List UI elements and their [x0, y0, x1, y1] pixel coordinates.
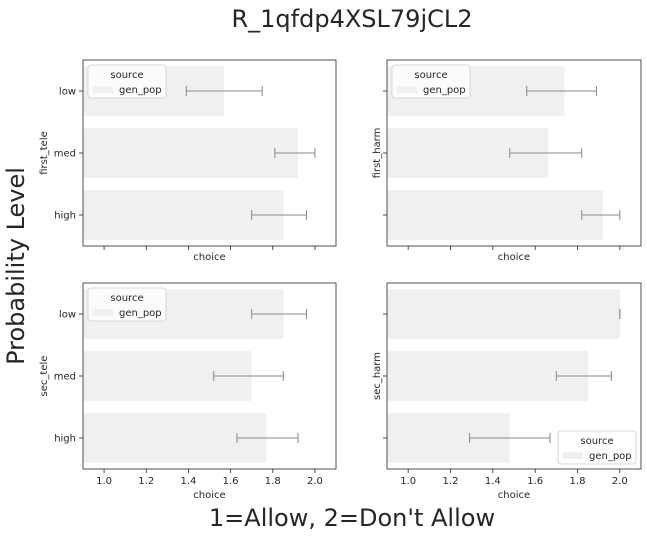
y-axis-label: first_harm — [372, 128, 383, 179]
x-axis-label: choice — [193, 252, 225, 263]
legend-entry: gen_pop — [119, 85, 162, 96]
x-tick-label: 1.0 — [96, 476, 112, 487]
bar-low — [387, 289, 620, 339]
y-tick-label: high — [54, 434, 76, 445]
y-axis-label: sec_tele — [39, 356, 50, 397]
legend-swatch — [563, 452, 583, 459]
legend-swatch — [93, 309, 113, 316]
x-tick-label: 1.4 — [180, 476, 196, 487]
x-tick-label: 1.6 — [223, 476, 239, 487]
x-tick-label: 1.2 — [138, 476, 154, 487]
legend-entry: gen_pop — [119, 308, 162, 319]
bar-high — [387, 190, 603, 240]
y-axis-label: first_tele — [39, 131, 50, 175]
chart-panel-sec-tele: low med high sec_tele 1.0 1.2 1.4 1.6 1.8 2.0 choi… — [39, 282, 337, 501]
y-axis-label: sec_harm — [372, 352, 383, 400]
legend-title: source — [414, 70, 447, 81]
x-tick-label: 1.4 — [485, 476, 501, 487]
legend-title: source — [580, 436, 613, 447]
x-axis-label: choice — [498, 490, 530, 501]
legend-swatch — [93, 86, 113, 93]
legend: source gen_pop — [391, 64, 471, 99]
figure-title: R_1qfdp4XSL79jCL2 — [231, 5, 472, 33]
x-tick-label: 2.0 — [612, 476, 628, 487]
chart-panel-sec-harm: sec_harm 1.0 1.2 1.4 1.6 1.8 2.0 choice source ge… — [372, 282, 642, 501]
legend-title: source — [110, 70, 143, 81]
bar-high — [83, 190, 284, 240]
legend-title: source — [110, 293, 143, 304]
x-axis-label: choice — [498, 252, 530, 263]
x-tick-label: 1.8 — [570, 476, 586, 487]
legend-entry: gen_pop — [423, 85, 466, 96]
y-tick-label: low — [59, 87, 76, 98]
x-tick-label: 1.2 — [443, 476, 459, 487]
bar-med — [83, 128, 299, 178]
y-tick-label: high — [54, 211, 76, 222]
figure-ylabel: Probability Level — [2, 167, 30, 365]
x-axis-label: choice — [193, 490, 225, 501]
legend: source gen_pop — [87, 287, 167, 322]
x-tick-label: 2.0 — [307, 476, 323, 487]
legend-entry: gen_pop — [589, 451, 632, 462]
bar-med — [387, 351, 589, 401]
bar-high — [83, 413, 267, 463]
x-tick-label: 1.0 — [400, 476, 416, 487]
legend-swatch — [397, 86, 417, 93]
x-tick-label: 1.6 — [527, 476, 543, 487]
x-tick-label: 1.8 — [265, 476, 281, 487]
y-tick-label: med — [54, 149, 76, 160]
legend: source gen_pop — [87, 64, 167, 99]
y-tick-label: med — [54, 372, 76, 383]
y-tick-label: low — [59, 310, 76, 321]
figure-xlabel: 1=Allow, 2=Don't Allow — [209, 504, 495, 532]
legend: source gen_pop — [557, 430, 637, 465]
